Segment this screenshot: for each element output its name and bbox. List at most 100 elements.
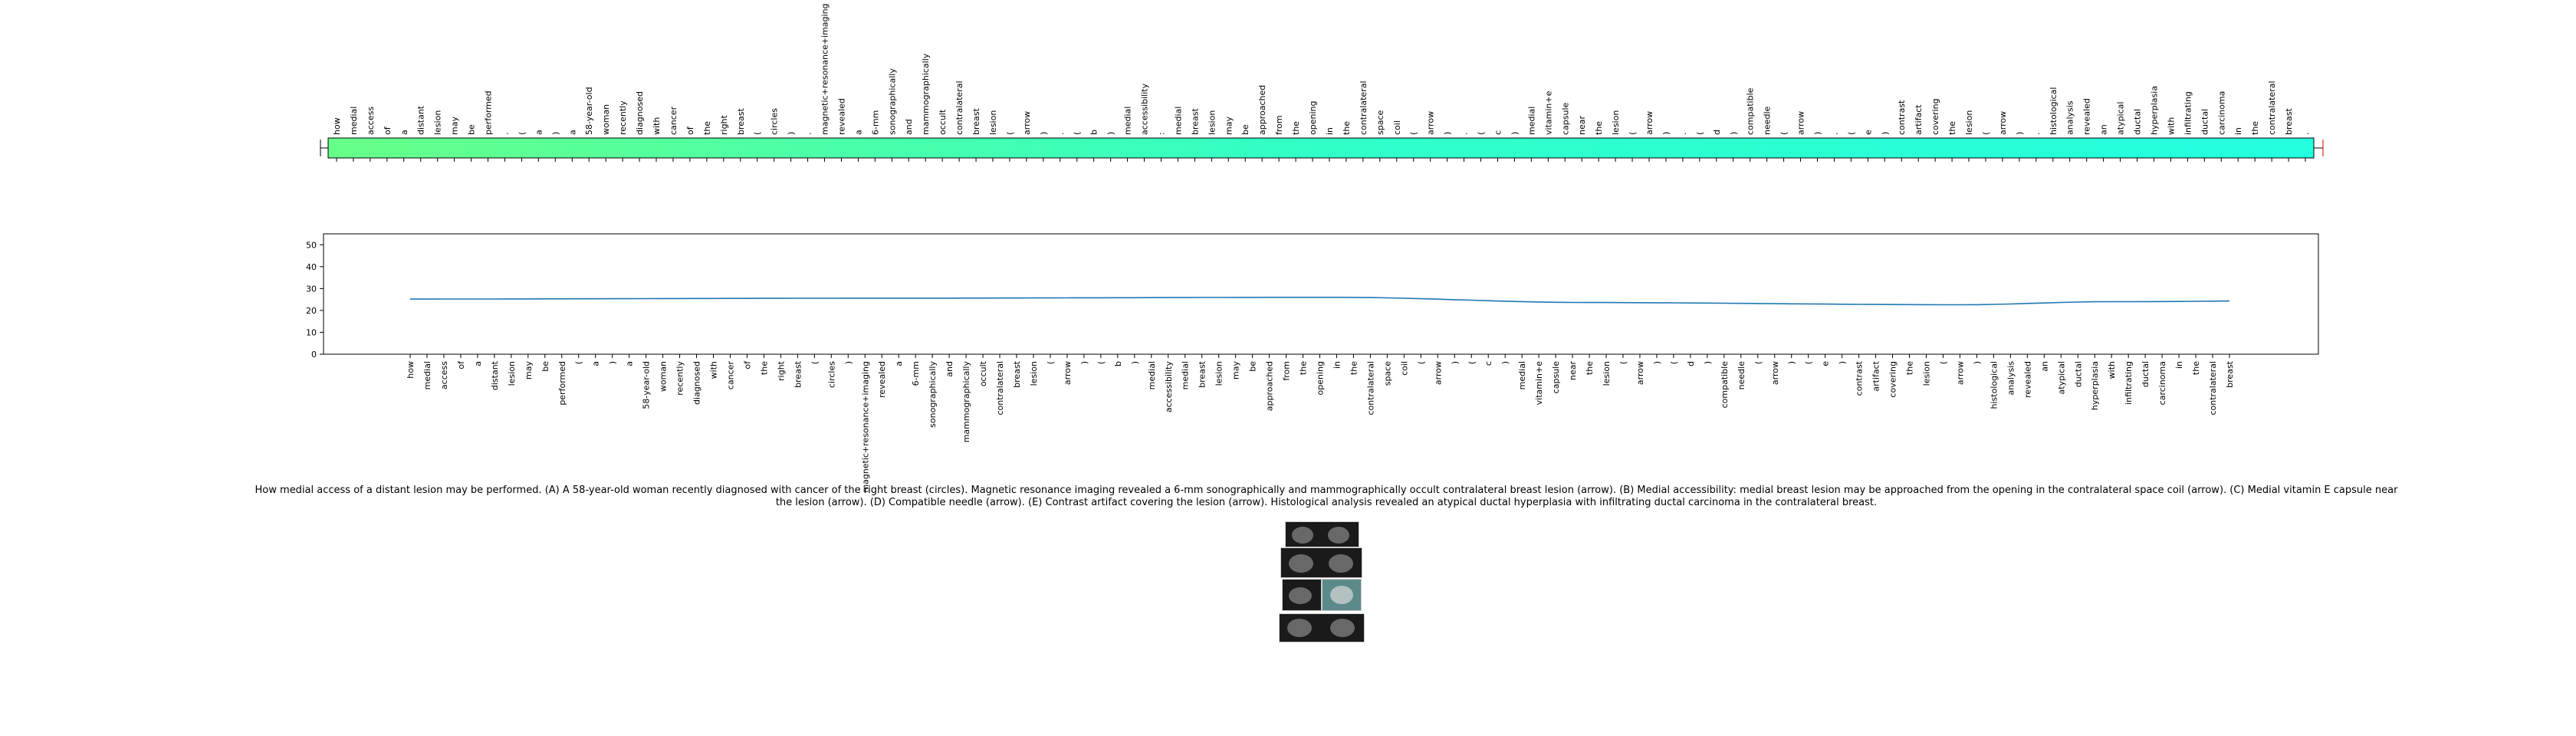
x-tick-label: mammographically xyxy=(961,361,971,443)
figure-thumbnails xyxy=(1273,521,1365,648)
x-tick-label: the xyxy=(1349,361,1359,375)
heatmap-token-label: recently xyxy=(618,100,628,135)
x-tick-label: covering xyxy=(1888,361,1898,398)
y-tick-label: 40 xyxy=(306,262,317,272)
x-tick-label: capsule xyxy=(1551,361,1561,394)
heatmap-token-label: the xyxy=(2250,121,2260,135)
heatmap-token-label: an xyxy=(2099,124,2109,135)
heatmap-token-label: capsule xyxy=(1560,102,1570,135)
x-tick-label: coil xyxy=(1399,361,1409,376)
heatmap-token-label: the xyxy=(1291,121,1301,135)
x-tick-label: an xyxy=(2039,361,2049,372)
heatmap-token-label: near xyxy=(1577,116,1587,135)
heatmap-token-label: e xyxy=(1863,130,1873,135)
x-tick-label: accessibility xyxy=(1164,361,1174,413)
x-tick-label: contralateral xyxy=(995,361,1005,416)
heatmap-token-label: a xyxy=(853,130,863,135)
x-tick-label: be xyxy=(1248,361,1258,372)
x-tick-label: ( xyxy=(810,361,820,364)
heatmap-token-label: . xyxy=(2032,133,2042,136)
x-tick-label: ductal xyxy=(2073,361,2083,387)
heatmap-token-label: coil xyxy=(1392,120,1402,135)
x-tick-label: ) xyxy=(1130,361,1140,364)
heatmap-token-label: ) xyxy=(1443,132,1453,135)
x-tick-label: ) xyxy=(1787,361,1797,364)
thumbnail-e xyxy=(1279,613,1365,642)
heatmap-token-label: of xyxy=(383,126,393,135)
x-tick-label: lesion xyxy=(507,361,517,386)
x-tick-label: the xyxy=(1905,361,1915,375)
heatmap-token-label: compatible xyxy=(1746,87,1756,135)
x-tick-label: distant xyxy=(490,360,500,390)
heatmap-token-label: ) xyxy=(1039,132,1049,135)
x-tick-label: sonographically xyxy=(928,361,938,428)
heatmap-token-label: right xyxy=(719,114,729,135)
heatmap-token-label: vitamin+e xyxy=(1543,90,1553,135)
heatmap-token-label: in xyxy=(2233,127,2243,135)
heatmap-token-label: ) xyxy=(787,132,797,135)
x-tick-label: lesion xyxy=(1214,361,1224,386)
x-tick-label: from xyxy=(1282,361,1292,381)
thumbnail-b xyxy=(1280,547,1362,578)
x-tick-label: medial xyxy=(1517,361,1527,389)
x-tick-label: analysis xyxy=(2006,361,2016,396)
x-tick-label: may xyxy=(1231,361,1241,380)
heatmap-token-label: be xyxy=(1240,124,1250,135)
x-tick-label: artifact xyxy=(1871,360,1881,391)
x-tick-label: how xyxy=(406,361,416,379)
x-tick-label: occult xyxy=(978,360,988,386)
heatmap-token-label: diagnosed xyxy=(635,91,645,135)
heatmap-token-label: the xyxy=(702,121,712,135)
thumbnail-d xyxy=(1322,579,1362,611)
x-tick-label: 58-year-old xyxy=(642,361,652,409)
heatmap-token-label: breast xyxy=(2284,107,2294,135)
heatmap-token-label: ( xyxy=(1409,132,1419,135)
x-tick-label: may xyxy=(524,361,534,380)
x-tick-label: the xyxy=(759,361,769,375)
x-tick-label: ( xyxy=(1938,361,1948,364)
heatmap-token-label: : xyxy=(1156,132,1166,135)
x-tick-label: of xyxy=(456,360,466,370)
heatmap-token-label: infiltrating xyxy=(2183,91,2193,135)
token-line-chart: 0 10 20 30 40 50 how medial access of a distant lesi… xyxy=(306,233,2319,493)
x-tick-label: lesion xyxy=(1029,361,1039,386)
heatmap-token-label: approached xyxy=(1257,85,1267,135)
heatmap-token-label: and xyxy=(904,119,914,135)
heatmap-token-label: 58-year-old xyxy=(584,87,594,135)
x-tick-label: medial xyxy=(422,361,432,389)
x-tick-label: ( xyxy=(1804,361,1814,364)
x-tick-label: with xyxy=(2107,361,2117,379)
x-tick-label: near xyxy=(1568,361,1578,380)
x-tick-label: right xyxy=(776,360,786,381)
x-tick-label: revealed xyxy=(877,361,887,398)
x-tick-label: lesion xyxy=(1602,361,1612,386)
x-tick-label: cancer xyxy=(725,361,735,390)
y-tick-label: 0 xyxy=(311,350,317,360)
x-tick-label: ( xyxy=(1753,361,1763,364)
heatmap-token-label: mammographically xyxy=(921,53,931,135)
heatmap-token-label: from xyxy=(1274,115,1284,135)
heatmap-token-label: ( xyxy=(1779,132,1789,135)
y-tick-label: 50 xyxy=(306,240,317,250)
heatmap-token-label: the xyxy=(1594,121,1604,135)
x-tick-label: ( xyxy=(1467,361,1477,364)
heatmap-token-label: performed xyxy=(484,90,494,135)
heatmap-token-label: atypical xyxy=(2116,102,2126,135)
heatmap-token-label: hyperplasia xyxy=(2149,86,2159,135)
heatmap-token-label: ( xyxy=(1981,132,1991,135)
heatmap-token-label: 6-mm xyxy=(870,110,880,135)
heatmap-token-label: occult xyxy=(938,109,948,135)
heatmap-token-label: arrow xyxy=(1998,111,2008,135)
heatmap-token-label: breast xyxy=(971,107,981,135)
heatmap-token-label: ( xyxy=(1073,132,1083,135)
x-tick-label: needle xyxy=(1737,361,1746,390)
heatmap-token-label: cancer xyxy=(669,106,678,135)
x-tick-label: ) xyxy=(1500,361,1510,364)
x-tick-label: breast xyxy=(1012,360,1022,388)
y-tick-label: 20 xyxy=(306,306,317,316)
x-tick-label: medial xyxy=(1147,361,1157,389)
x-tick-label: a xyxy=(894,361,904,366)
x-tick-label: with xyxy=(709,361,719,379)
x-tick-label: ( xyxy=(1618,361,1628,364)
